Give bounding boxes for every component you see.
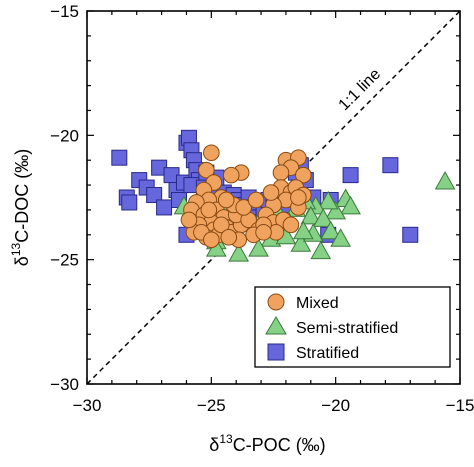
point-stratified [402,226,419,243]
x-tick-labels: −30 −25 −20 −15 [73,396,474,415]
point-stratified [342,167,359,184]
y-axis-title-sup: 13 [9,242,23,256]
point-mixed [247,191,265,209]
point-mixed [200,201,218,219]
point-semi-stratified [330,228,351,247]
point-semi-stratified [248,238,269,257]
point-semi-stratified [228,243,250,262]
point-mixed [217,191,235,209]
point-mixed [290,189,307,206]
point-mixed [212,216,230,234]
point-mixed [235,199,252,216]
legend: Mixed Semi-stratified Stratified [254,286,451,368]
reference-line-label: 1:1 line [336,66,385,115]
y-axis-title-rest: C-DOC (‰) [12,149,32,243]
y-tick-label: −30 [50,375,79,394]
legend-marker-semi-stratified [265,316,287,335]
legend-marker-stratified [267,343,285,361]
y-tick-labels: −30 −25 −20 −15 [50,2,79,394]
point-semi-stratified [317,190,339,210]
y-tick-label: −15 [50,2,79,21]
point-semi-stratified [325,200,347,220]
point-mixed [295,166,312,184]
point-mixed [220,228,238,246]
y-axis-title-group: δ13C-DOC (‰) [9,149,32,266]
x-tick-label: −30 [73,396,102,415]
point-mixed [198,161,215,179]
point-mixed [180,211,198,229]
plot-frame [86,10,461,385]
point-mixed [203,144,220,162]
x-tick-label: −20 [321,396,350,415]
y-tick-label: −20 [50,126,79,145]
point-semi-stratified [312,208,334,227]
point-semi-stratified [290,233,312,252]
x-tick-label: −25 [197,396,226,415]
legend-marker-mixed [267,293,285,311]
y-tick-label: −25 [50,251,79,270]
y-axis-title: δ13C-DOC (‰) [9,149,32,266]
x-axis-title: δ13C-POC (‰) [209,432,325,455]
x-axis-title-sup: 13 [219,432,233,446]
point-stratified [156,199,173,216]
point-stratified [146,187,163,204]
point-semi-stratified [320,220,342,240]
point-mixed [203,231,220,249]
point-semi-stratified [300,205,322,225]
data-points [111,129,456,262]
x-axis-title-delta: δ [209,435,219,455]
point-stratified [382,157,399,174]
point-mixed [272,164,290,181]
legend-label-stratified: Stratified [296,345,359,362]
x-tick-label: −15 [446,396,474,415]
point-semi-stratified [292,220,314,240]
point-mixed [222,166,240,184]
legend-box [254,286,451,368]
point-semi-stratified [340,195,361,215]
point-stratified [121,194,138,211]
point-semi-stratified [434,171,456,190]
x-axis-title-rest: C-POC (‰) [233,435,326,455]
point-mixed [262,184,280,201]
point-mixed [255,224,272,241]
point-mixed [282,216,300,234]
legend-label-mixed: Mixed [296,295,339,312]
point-semi-stratified [310,240,332,260]
legend-label-semi-stratified: Semi-stratified [296,320,398,337]
y-axis-title-delta: δ [12,256,32,266]
point-stratified [111,149,128,166]
